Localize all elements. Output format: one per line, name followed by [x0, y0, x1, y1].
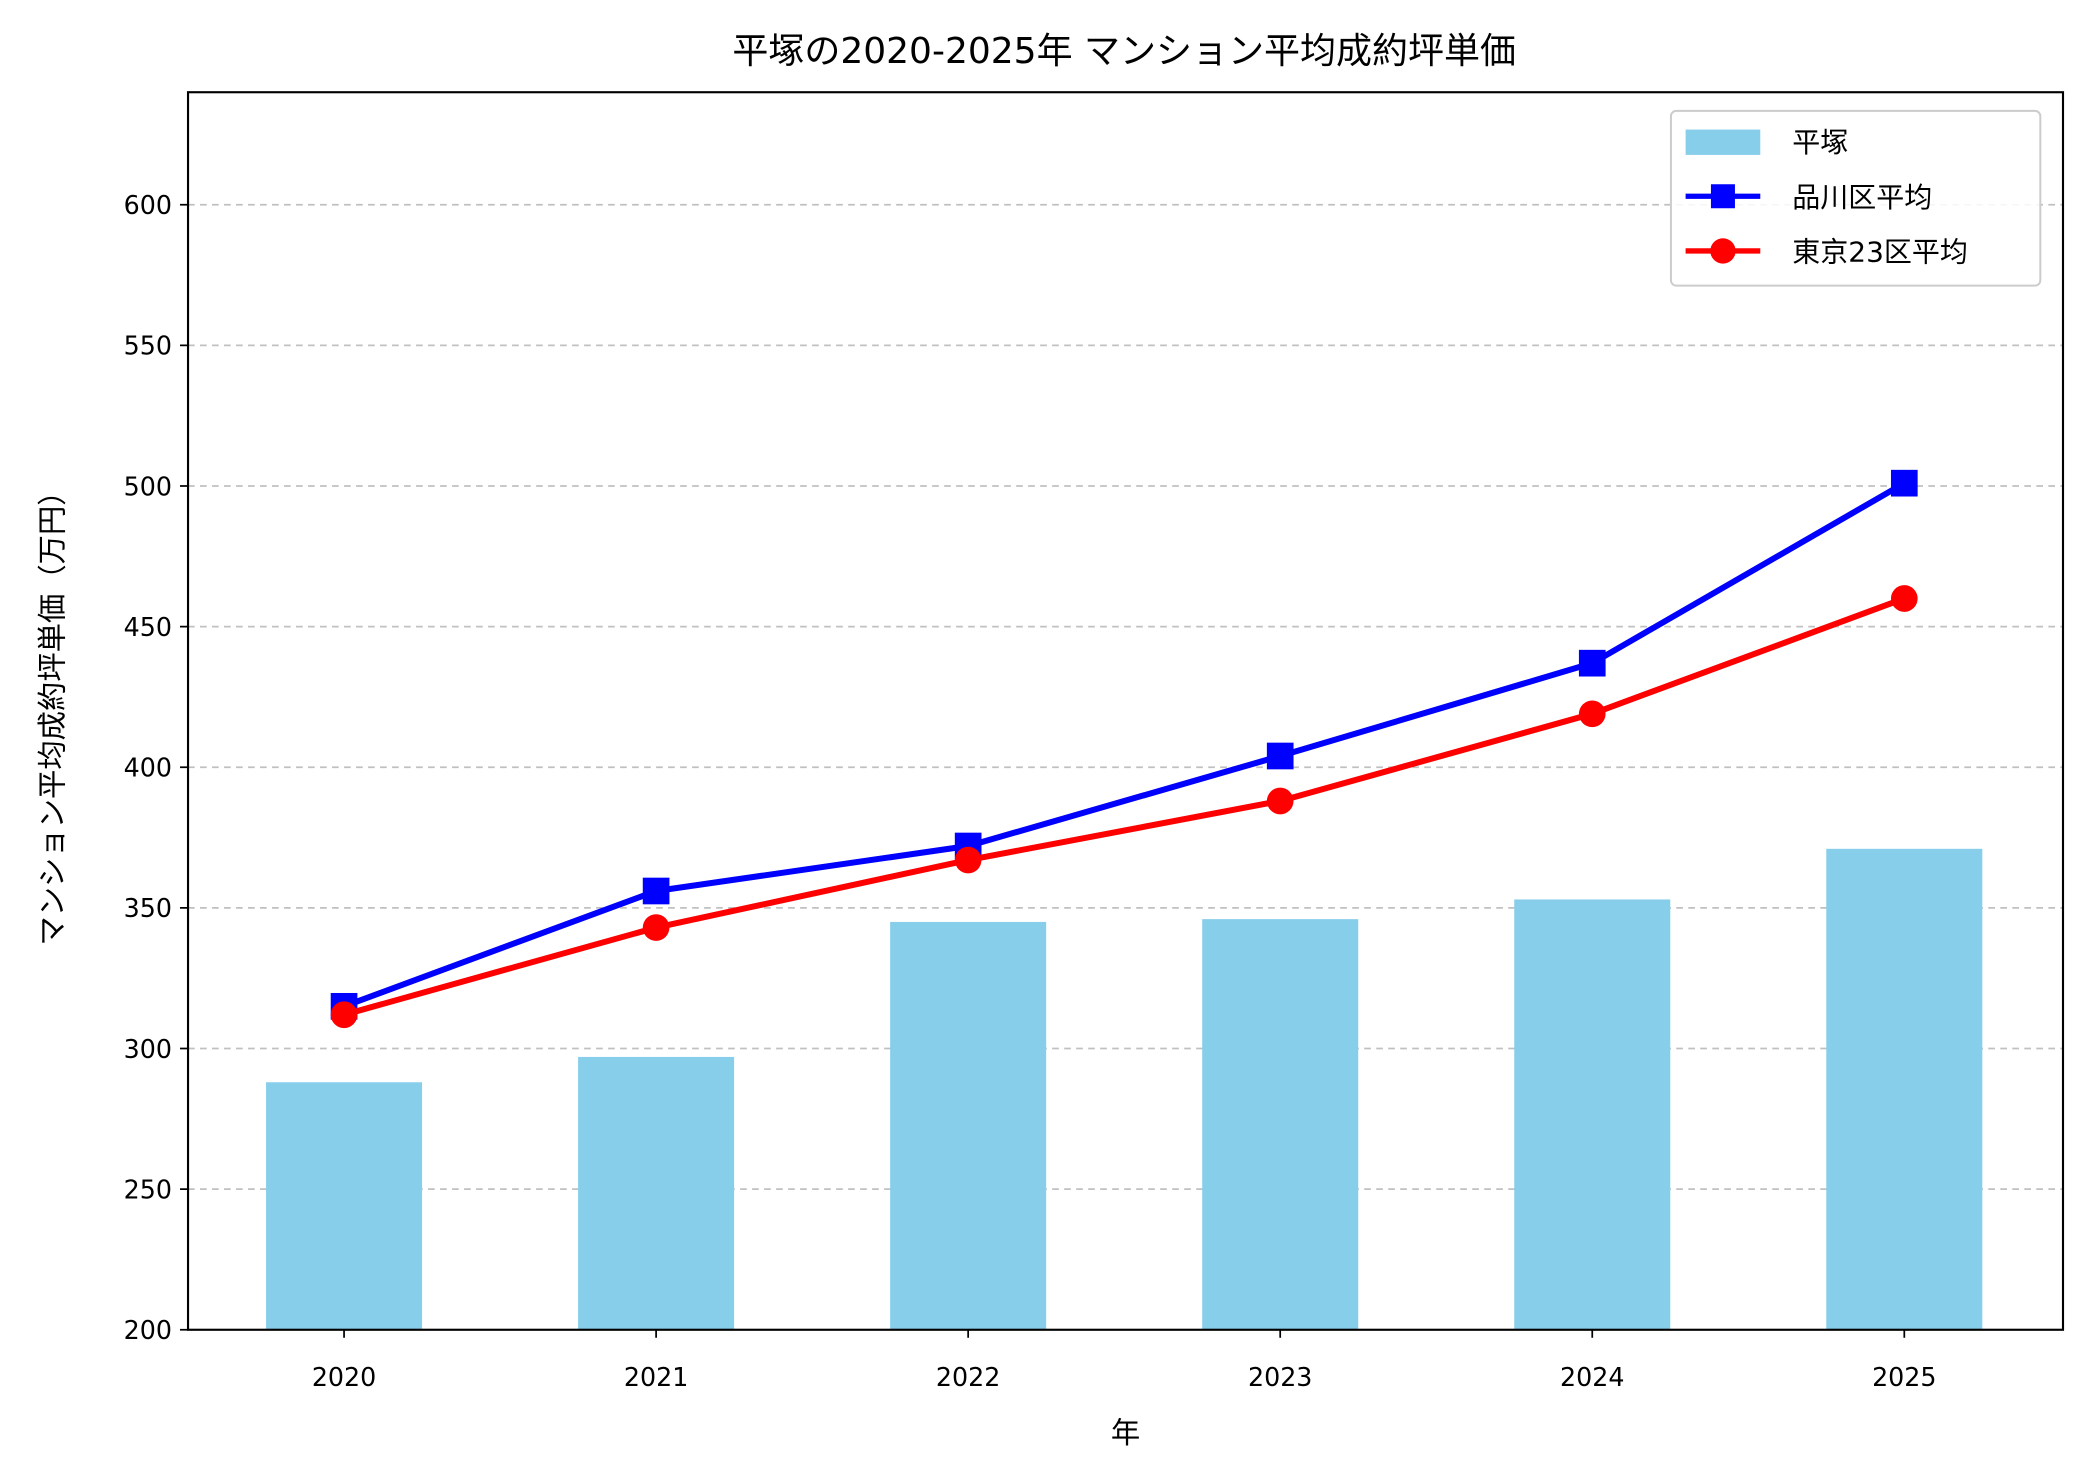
bar-2022 [890, 921, 1047, 1330]
x-ticks: 2020 2021 2022 2023 2024 2025 [312, 1329, 1937, 1392]
bar-2025 [1826, 848, 1983, 1330]
legend-label-0: 平塚 [1792, 126, 1848, 159]
bar-2023 [1202, 919, 1359, 1330]
legend-marker-square [1710, 184, 1735, 209]
legend-swatch-bar [1685, 129, 1761, 155]
x-tick-label: 2021 [624, 1362, 688, 1392]
y-axis-label: マンション平均成約坪単価（万円） [36, 476, 70, 945]
x-tick-label: 2020 [312, 1362, 376, 1392]
x-axis-label: 年 [1111, 1416, 1140, 1450]
legend-frame [1669, 109, 2042, 287]
point-square-2025 [1890, 469, 1918, 497]
point-circle-2023 [1266, 787, 1294, 815]
point-circle-2021 [642, 914, 670, 941]
point-circle-2020 [330, 1001, 358, 1029]
plot-frame [186, 91, 2065, 1331]
bar-2024 [1514, 899, 1671, 1330]
legend-label-1: 品川区平均 [1792, 181, 1932, 214]
y-tick-label: 400 [124, 753, 172, 783]
line-series-1 [343, 480, 1906, 1010]
x-tick-label: 2025 [1872, 1362, 1936, 1392]
point-circle-2025 [1890, 585, 1918, 612]
x-tick-label: 2022 [936, 1362, 1000, 1392]
lines [330, 469, 1918, 1029]
bar-2020 [266, 1082, 423, 1330]
x-tick-label: 2024 [1560, 1362, 1624, 1392]
line-series-2 [343, 595, 1906, 1018]
bar-2021 [578, 1056, 735, 1330]
y-tick-label: 450 [124, 612, 172, 642]
y-ticks: 200 250 300 350 400 450 500 550 600 [124, 190, 189, 1345]
legend: 平塚 品川区平均 東京23区平均 [1669, 109, 2042, 287]
point-square-2024 [1578, 649, 1606, 677]
y-tick-label: 600 [124, 190, 172, 220]
legend-label-2: 東京23区平均 [1792, 236, 1968, 269]
y-tick-label: 500 [124, 471, 172, 501]
y-tick-label: 300 [124, 1034, 172, 1064]
chart-title: 平塚の2020-2025年 マンション平均成約坪単価 [732, 31, 1516, 72]
y-tick-label: 350 [124, 893, 172, 923]
y-tick-label: 200 [124, 1315, 172, 1345]
legend-marker-circle [1710, 238, 1736, 264]
bars [266, 848, 1983, 1330]
x-tick-label: 2023 [1248, 1362, 1312, 1392]
y-tick-label: 250 [124, 1174, 172, 1204]
y-tick-label: 550 [124, 331, 172, 361]
point-circle-2022 [954, 846, 982, 874]
point-square-2023 [1266, 742, 1294, 770]
grid [188, 203, 2063, 1190]
point-circle-2024 [1578, 700, 1606, 728]
point-square-2021 [642, 877, 670, 905]
